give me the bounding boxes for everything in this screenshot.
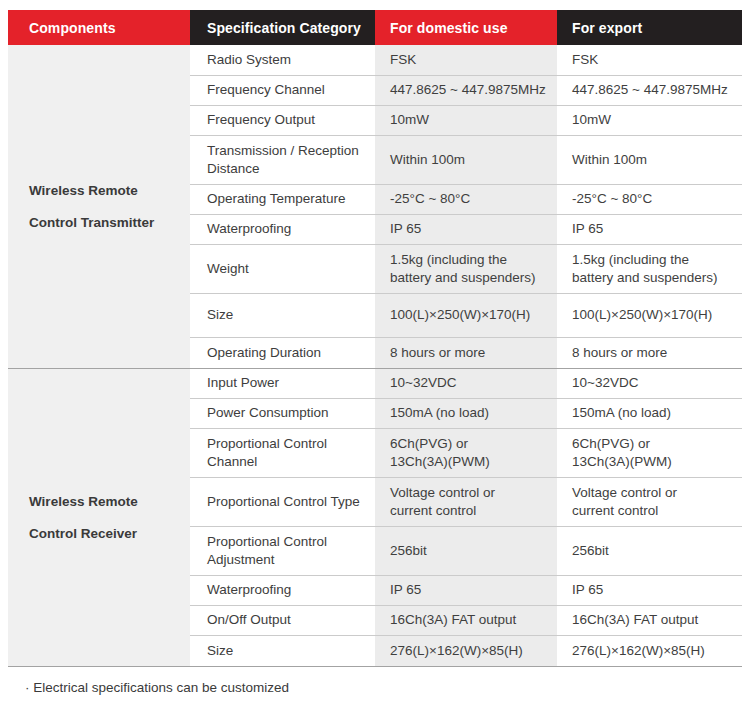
table-row: Proportional Control Channel 6Ch(PVG) or… bbox=[190, 429, 742, 478]
domestic-value-cell: 10mW bbox=[375, 106, 557, 135]
table-row: Weight 1.5kg (including the battery and … bbox=[190, 245, 742, 294]
category-cell: Operating Duration bbox=[190, 338, 375, 368]
component-label-receiver: Wireless Remote Control Receiver bbox=[8, 369, 190, 666]
header-for-export: For export bbox=[557, 10, 742, 45]
category-cell: Waterproofing bbox=[190, 576, 375, 605]
domestic-value-cell: 276(L)×162(W)×85(H) bbox=[375, 636, 557, 666]
export-value-cell: -25°C ~ 80°C bbox=[557, 185, 742, 214]
component-label-transmitter: Wireless Remote Control Transmitter bbox=[8, 45, 190, 368]
category-cell: Radio System bbox=[190, 45, 375, 75]
domestic-value-cell: Voltage control or current control bbox=[375, 478, 557, 526]
export-value-cell: 150mA (no load) bbox=[557, 399, 742, 428]
section-receiver: Wireless Remote Control Receiver Input P… bbox=[8, 369, 742, 667]
category-cell: Frequency Channel bbox=[190, 76, 375, 105]
table-row: Proportional Control Type Voltage contro… bbox=[190, 478, 742, 527]
table-row: Power Consumption 150mA (no load) 150mA … bbox=[190, 399, 742, 429]
category-cell: Proportional Control Adjustment bbox=[190, 527, 375, 575]
domestic-value-cell: 256bit bbox=[375, 527, 557, 575]
table-row: Waterproofing IP 65 IP 65 bbox=[190, 576, 742, 606]
section-transmitter: Wireless Remote Control Transmitter Radi… bbox=[8, 45, 742, 369]
export-value-cell: IP 65 bbox=[557, 215, 742, 244]
domestic-value-cell: FSK bbox=[375, 45, 557, 75]
table-row: Operating Duration 8 hours or more 8 hou… bbox=[190, 338, 742, 368]
category-cell: Power Consumption bbox=[190, 399, 375, 428]
receiver-rows: Input Power 10~32VDC 10~32VDC Power Cons… bbox=[190, 369, 742, 666]
category-cell: Waterproofing bbox=[190, 215, 375, 244]
export-value-cell: 1.5kg (including the battery and suspend… bbox=[557, 245, 742, 293]
export-value-cell: 276(L)×162(W)×85(H) bbox=[557, 636, 742, 666]
table-row: Frequency Output 10mW 10mW bbox=[190, 106, 742, 136]
table-row: Input Power 10~32VDC 10~32VDC bbox=[190, 369, 742, 399]
category-cell: Proportional Control Channel bbox=[190, 429, 375, 477]
export-value-cell: 256bit bbox=[557, 527, 742, 575]
table-row: Waterproofing IP 65 IP 65 bbox=[190, 215, 742, 245]
category-cell: Input Power bbox=[190, 369, 375, 398]
domestic-value-cell: 100(L)×250(W)×170(H) bbox=[375, 294, 557, 337]
export-value-cell: IP 65 bbox=[557, 576, 742, 605]
category-cell: Transmission / Reception Distance bbox=[190, 136, 375, 184]
domestic-value-cell: 16Ch(3A) FAT output bbox=[375, 606, 557, 635]
table-row: Size 100(L)×250(W)×170(H) 100(L)×250(W)×… bbox=[190, 294, 742, 338]
specification-table: Components Specification Category For do… bbox=[8, 10, 742, 667]
table-row: Proportional Control Adjustment 256bit 2… bbox=[190, 527, 742, 576]
export-value-cell: 16Ch(3A) FAT output bbox=[557, 606, 742, 635]
export-value-cell: 6Ch(PVG) or 13Ch(3A)(PWM) bbox=[557, 429, 742, 477]
export-value-cell: 10~32VDC bbox=[557, 369, 742, 398]
table-row: Transmission / Reception Distance Within… bbox=[190, 136, 742, 185]
export-value-cell: 447.8625 ~ 447.9875MHz bbox=[557, 76, 742, 105]
domestic-value-cell: 8 hours or more bbox=[375, 338, 557, 368]
export-value-cell: 100(L)×250(W)×170(H) bbox=[557, 294, 742, 337]
export-value-cell: Within 100m bbox=[557, 136, 742, 184]
spec-sheet-page: Components Specification Category For do… bbox=[0, 0, 750, 695]
table-row: Operating Temperature -25°C ~ 80°C -25°C… bbox=[190, 185, 742, 215]
export-value-cell: 8 hours or more bbox=[557, 338, 742, 368]
category-cell: Operating Temperature bbox=[190, 185, 375, 214]
domestic-value-cell: IP 65 bbox=[375, 576, 557, 605]
category-cell: Weight bbox=[190, 245, 375, 293]
category-cell: On/Off Output bbox=[190, 606, 375, 635]
export-value-cell: FSK bbox=[557, 45, 742, 75]
table-row: Size 276(L)×162(W)×85(H) 276(L)×162(W)×8… bbox=[190, 636, 742, 666]
domestic-value-cell: 1.5kg (including the battery and suspend… bbox=[375, 245, 557, 293]
table-header-row: Components Specification Category For do… bbox=[8, 10, 742, 45]
table-row: On/Off Output 16Ch(3A) FAT output 16Ch(3… bbox=[190, 606, 742, 636]
export-value-cell: 10mW bbox=[557, 106, 742, 135]
domestic-value-cell: Within 100m bbox=[375, 136, 557, 184]
transmitter-rows: Radio System FSK FSK Frequency Channel 4… bbox=[190, 45, 742, 368]
header-for-domestic-use: For domestic use bbox=[375, 10, 557, 45]
domestic-value-cell: 150mA (no load) bbox=[375, 399, 557, 428]
category-cell: Size bbox=[190, 636, 375, 666]
export-value-cell: Voltage control or current control bbox=[557, 478, 742, 526]
category-cell: Size bbox=[190, 294, 375, 337]
footnote: · Electrical specifications can be custo… bbox=[8, 680, 742, 695]
domestic-value-cell: IP 65 bbox=[375, 215, 557, 244]
table-row: Frequency Channel 447.8625 ~ 447.9875MHz… bbox=[190, 76, 742, 106]
header-components: Components bbox=[8, 10, 190, 45]
domestic-value-cell: 447.8625 ~ 447.9875MHz bbox=[375, 76, 557, 105]
header-specification-category: Specification Category bbox=[190, 10, 375, 45]
domestic-value-cell: -25°C ~ 80°C bbox=[375, 185, 557, 214]
category-cell: Frequency Output bbox=[190, 106, 375, 135]
category-cell: Proportional Control Type bbox=[190, 478, 375, 526]
table-row: Radio System FSK FSK bbox=[190, 45, 742, 76]
domestic-value-cell: 10~32VDC bbox=[375, 369, 557, 398]
domestic-value-cell: 6Ch(PVG) or 13Ch(3A)(PWM) bbox=[375, 429, 557, 477]
